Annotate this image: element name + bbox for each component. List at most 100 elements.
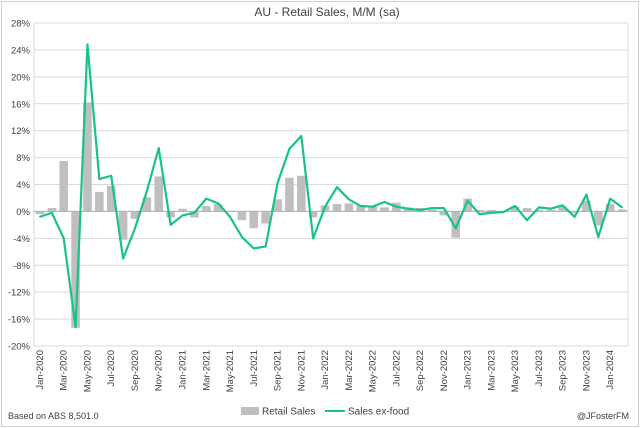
bar-retail-sales — [130, 211, 140, 219]
x-tick-label: May-2020 — [82, 350, 93, 392]
legend: Retail Sales Sales ex-food — [241, 407, 409, 418]
point-sales-ex-food — [502, 211, 505, 213]
x-tick-label: Mar-2022 — [344, 350, 355, 391]
point-sales-ex-food — [217, 202, 220, 205]
point-sales-ex-food — [264, 245, 267, 248]
bar-retail-sales — [142, 197, 152, 212]
point-sales-ex-food — [431, 207, 433, 209]
y-tick-label: -8% — [13, 261, 30, 272]
x-tick-label: Sep-2021 — [273, 350, 284, 391]
bar-retail-sales — [570, 211, 579, 213]
y-tick-label: -12% — [8, 288, 31, 299]
point-sales-ex-food — [383, 201, 386, 203]
y-tick-label: -16% — [8, 315, 31, 326]
y-tick-label: 8% — [16, 153, 30, 164]
x-tick-label: Sep-2022 — [415, 350, 426, 391]
bar-retail-sales — [427, 209, 437, 212]
bar-retail-sales — [154, 176, 164, 212]
x-tick-label: Jul-2020 — [106, 350, 117, 386]
y-tick-label: -20% — [8, 342, 31, 353]
bar-retail-sales — [463, 198, 472, 212]
x-tick-label: Sep-2020 — [130, 350, 141, 391]
bar-retail-sales — [297, 175, 306, 212]
point-sales-ex-food — [407, 207, 410, 210]
line-series — [39, 43, 623, 329]
x-tick-label: Nov-2020 — [154, 350, 165, 391]
point-sales-ex-food — [336, 186, 338, 189]
source-note: Based on ABS 8,501.0 — [8, 411, 99, 421]
bar-retail-sales — [451, 211, 461, 238]
point-sales-ex-food — [466, 199, 469, 202]
bar-retail-sales — [558, 206, 567, 212]
point-sales-ex-food — [288, 147, 291, 150]
x-tick-label: Jan-2023 — [463, 350, 474, 390]
x-tick-label: Mar-2021 — [201, 350, 212, 391]
y-tick-label: 0% — [16, 207, 30, 218]
y-axis: -20% -16% -12% -8% -4% 0% 4% 8% 12% 16% 20% 24% 28% — [8, 19, 31, 353]
x-tick-label: Mar-2020 — [59, 350, 70, 391]
point-sales-ex-food — [538, 206, 540, 209]
bar-retail-sales — [522, 208, 532, 212]
point-sales-ex-food — [561, 204, 564, 207]
bar-retail-sales — [106, 185, 116, 212]
point-sales-ex-food — [585, 193, 588, 196]
x-tick-label: May-2021 — [225, 350, 236, 392]
bar-retail-sales — [510, 206, 520, 212]
bar-retail-sales — [285, 177, 294, 212]
x-tick-label: Nov-2022 — [439, 350, 450, 391]
bar-retail-sales — [59, 160, 68, 212]
x-tick-label: Jan-2021 — [178, 350, 189, 390]
x-tick-label: Sep-2023 — [558, 350, 569, 391]
point-sales-ex-food — [205, 197, 208, 200]
point-sales-ex-food — [359, 205, 362, 207]
x-tick-label: Jan-2024 — [605, 350, 616, 390]
bar-retail-sales — [71, 211, 80, 328]
point-sales-ex-food — [312, 237, 315, 240]
point-sales-ex-food — [395, 205, 398, 208]
point-sales-ex-food — [229, 215, 231, 218]
point-sales-ex-food — [514, 205, 517, 207]
bar-retail-sales — [475, 210, 484, 212]
x-tick-label: May-2023 — [510, 350, 521, 392]
bar-retail-sales — [605, 204, 615, 212]
point-sales-ex-food — [181, 214, 184, 217]
point-sales-ex-food — [324, 205, 326, 208]
point-sales-ex-food — [122, 257, 124, 260]
point-sales-ex-food — [134, 227, 136, 230]
legend-swatch-retail-sales — [241, 407, 259, 415]
bar-retail-sales — [594, 211, 603, 226]
x-tick-label: May-2022 — [368, 350, 379, 392]
legend-label-retail-sales: Retail Sales — [262, 407, 315, 418]
bar-retail-sales — [273, 199, 282, 212]
point-sales-ex-food — [526, 219, 528, 222]
chart-title: AU - Retail Sales, M/M (sa) — [254, 5, 399, 19]
x-tick-label: Jul-2021 — [249, 350, 260, 386]
bar-retail-sales — [213, 204, 223, 212]
bar-retail-sales — [118, 211, 128, 240]
point-sales-ex-food — [252, 247, 255, 250]
y-tick-label: 16% — [11, 99, 31, 110]
point-sales-ex-food — [145, 190, 148, 193]
x-tick-label: Jul-2023 — [534, 350, 545, 386]
point-sales-ex-food — [490, 211, 493, 214]
bar-retail-sales — [261, 211, 270, 224]
bar-retail-sales — [190, 211, 199, 218]
x-tick-label: Nov-2021 — [296, 350, 307, 391]
x-tick-label: Jan-2022 — [320, 350, 331, 390]
gridlines — [33, 22, 629, 347]
point-sales-ex-food — [276, 182, 279, 185]
point-sales-ex-food — [86, 43, 89, 46]
point-sales-ex-food — [74, 326, 77, 329]
bar-retail-sales — [308, 211, 318, 218]
point-sales-ex-food — [193, 211, 196, 214]
point-sales-ex-food — [50, 211, 53, 214]
bar-retail-sales — [582, 200, 591, 212]
credit-note: @JFosterFM — [577, 411, 629, 421]
legend-label-sales-ex-food: Sales ex-food — [348, 407, 409, 418]
bar-retail-sales — [617, 209, 627, 212]
point-sales-ex-food — [478, 213, 481, 216]
point-sales-ex-food — [347, 198, 350, 201]
bar-retail-sales — [166, 211, 175, 218]
bar-retail-sales — [95, 191, 104, 212]
